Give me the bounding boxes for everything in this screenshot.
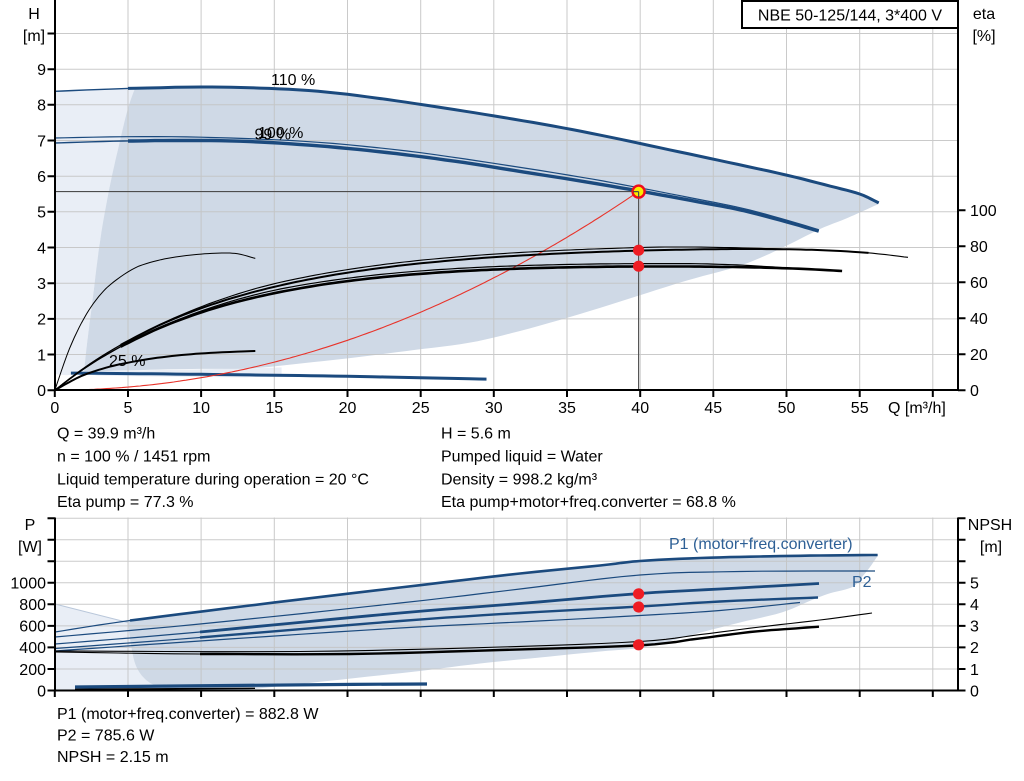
svg-text:25: 25 <box>412 400 430 417</box>
svg-text:NBE 50-125/144, 3*400 V: NBE 50-125/144, 3*400 V <box>758 8 942 25</box>
svg-text:3: 3 <box>37 276 46 293</box>
svg-text:2: 2 <box>37 312 46 329</box>
svg-text:50: 50 <box>778 400 796 417</box>
svg-text:100 %: 100 % <box>258 125 303 142</box>
svg-text:9: 9 <box>37 62 46 79</box>
svg-text:0: 0 <box>50 400 59 417</box>
svg-text:400: 400 <box>19 640 46 657</box>
svg-text:1000: 1000 <box>10 576 46 593</box>
svg-text:15: 15 <box>265 400 283 417</box>
svg-text:5: 5 <box>970 576 979 593</box>
svg-text:4: 4 <box>37 240 46 257</box>
svg-text:30: 30 <box>485 400 503 417</box>
svg-text:NPSH = 2.15 m: NPSH = 2.15 m <box>57 749 169 766</box>
svg-text:0: 0 <box>37 683 46 700</box>
svg-text:45: 45 <box>704 400 722 417</box>
svg-text:Density = 998.2 kg/m³: Density = 998.2 kg/m³ <box>441 471 598 488</box>
svg-text:800: 800 <box>19 597 46 614</box>
svg-text:10: 10 <box>192 400 210 417</box>
svg-text:1: 1 <box>970 662 979 679</box>
svg-text:n = 100 % / 1451 rpm: n = 100 % / 1451 rpm <box>57 448 210 465</box>
svg-text:5: 5 <box>124 400 133 417</box>
svg-text:60: 60 <box>970 275 988 292</box>
svg-text:[%]: [%] <box>972 28 995 45</box>
svg-text:P2 = 785.6 W: P2 = 785.6 W <box>57 728 155 745</box>
svg-text:P2: P2 <box>852 574 872 591</box>
svg-text:80: 80 <box>970 239 988 256</box>
svg-text:2: 2 <box>970 640 979 657</box>
svg-text:6: 6 <box>37 169 46 186</box>
svg-text:P: P <box>25 517 36 534</box>
svg-text:8: 8 <box>37 98 46 115</box>
svg-text:110 %: 110 % <box>271 72 315 89</box>
svg-text:3: 3 <box>970 619 979 636</box>
svg-text:[W]: [W] <box>18 539 42 556</box>
svg-text:P1 (motor+freq.converter): P1 (motor+freq.converter) <box>669 536 853 553</box>
svg-text:0: 0 <box>37 383 46 400</box>
svg-text:P1 (motor+freq.converter) = 88: P1 (motor+freq.converter) = 882.8 W <box>57 706 319 723</box>
svg-text:Pumped liquid = Water: Pumped liquid = Water <box>441 448 603 465</box>
svg-text:5: 5 <box>37 205 46 222</box>
svg-text:20: 20 <box>339 400 357 417</box>
svg-text:25 %: 25 % <box>109 353 145 370</box>
svg-text:Q [m³/h]: Q [m³/h] <box>888 400 946 417</box>
svg-text:H = 5.6 m: H = 5.6 m <box>441 426 511 443</box>
svg-text:[m]: [m] <box>980 539 1002 556</box>
svg-text:eta: eta <box>973 6 995 23</box>
svg-text:99 %: 99 % <box>255 127 291 144</box>
svg-text:600: 600 <box>19 619 46 636</box>
svg-text:4: 4 <box>970 597 979 614</box>
svg-text:[m]: [m] <box>23 28 45 45</box>
svg-text:40: 40 <box>631 400 649 417</box>
svg-text:7: 7 <box>37 133 46 150</box>
svg-text:40: 40 <box>970 311 988 328</box>
svg-text:1: 1 <box>37 347 46 364</box>
svg-text:200: 200 <box>19 662 46 679</box>
svg-text:0: 0 <box>970 683 979 700</box>
svg-text:Eta pump+motor+freq.converter: Eta pump+motor+freq.converter = 68.8 % <box>441 494 736 511</box>
svg-text:NPSH: NPSH <box>968 517 1012 534</box>
svg-text:Eta pump = 77.3 %: Eta pump = 77.3 % <box>57 494 194 511</box>
svg-text:Liquid temperature during oper: Liquid temperature during operation = 20… <box>57 471 369 488</box>
svg-text:55: 55 <box>851 400 869 417</box>
svg-text:20: 20 <box>970 347 988 364</box>
svg-text:0: 0 <box>970 383 979 400</box>
svg-text:35: 35 <box>558 400 576 417</box>
svg-text:Q = 39.9 m³/h: Q = 39.9 m³/h <box>57 426 155 443</box>
svg-text:100: 100 <box>970 203 997 220</box>
svg-text:H: H <box>28 6 40 23</box>
